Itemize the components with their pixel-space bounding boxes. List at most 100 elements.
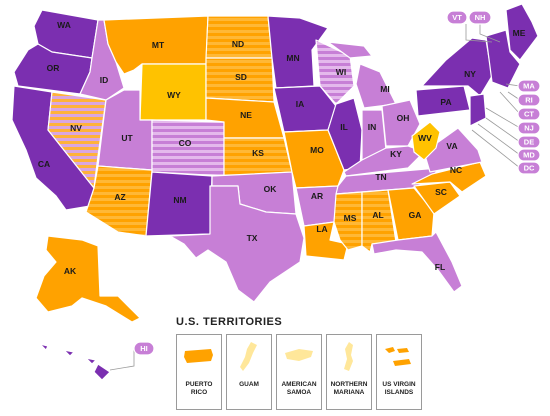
pill-nh[interactable]: [468, 10, 492, 25]
pill-ri[interactable]: [517, 93, 541, 107]
label-wa: WA: [57, 20, 71, 30]
state-nj-md: [469, 93, 487, 127]
label-nc: NC: [450, 165, 462, 175]
territory-card-puerto-rico[interactable]: PUERTO RICO: [176, 334, 222, 410]
territories-title: U.S. TERRITORIES: [176, 316, 283, 328]
state-wv[interactable]: [411, 121, 441, 161]
leader-vt: [465, 24, 493, 43]
label-il: IL: [340, 122, 348, 132]
leader-ct: [499, 91, 521, 115]
label-nd: ND: [232, 39, 244, 49]
label-oh: OH: [397, 113, 410, 123]
label-mt: MT: [152, 40, 165, 50]
leader-de: [485, 117, 521, 143]
territory-name-line1: PUERTO: [185, 381, 213, 388]
pill-md-label: MD: [523, 151, 535, 160]
state-tx[interactable]: [169, 185, 305, 303]
state-ne-block: [485, 29, 521, 89]
american-samoa-icon: [285, 349, 313, 361]
territory-name-line1: GUAM: [239, 381, 259, 388]
territory-name-line2: ISLANDS: [384, 389, 414, 396]
state-sc[interactable]: [413, 181, 461, 215]
label-ky: KY: [390, 149, 402, 159]
territory-name-line1: AMERICAN: [281, 381, 317, 388]
state-fl[interactable]: [371, 231, 463, 293]
label-ga: GA: [409, 210, 422, 220]
pill-vt-label: VT: [452, 13, 462, 22]
state-ga[interactable]: [387, 187, 435, 241]
label-mo: MO: [310, 145, 324, 155]
label-ia: IA: [296, 99, 305, 109]
pill-nj-label: NJ: [524, 124, 534, 133]
territory-card-guam[interactable]: GUAM: [226, 334, 272, 410]
state-mi[interactable]: [355, 63, 397, 109]
label-mi: MI: [380, 84, 389, 94]
us-virgin-islands-icon: [385, 347, 411, 366]
pill-vt[interactable]: [446, 10, 468, 25]
label-fl: FL: [435, 262, 445, 272]
label-ar: AR: [311, 191, 323, 201]
label-ca: CA: [38, 159, 50, 169]
territory-card-american-samoa[interactable]: AMERICAN SAMOA: [276, 334, 322, 410]
state-co[interactable]: [151, 119, 225, 177]
label-me: ME: [513, 28, 526, 38]
label-wy: WY: [167, 90, 181, 100]
label-tx: TX: [247, 233, 258, 243]
leader-hi: [109, 350, 135, 371]
state-az[interactable]: [85, 165, 153, 237]
pill-ri-label: RI: [525, 96, 533, 105]
label-ny: NY: [464, 69, 476, 79]
state-mi-up: [327, 41, 373, 59]
territory-card-northern-mariana[interactable]: NORTHERN MARIANA: [326, 334, 372, 410]
state-nc[interactable]: [411, 161, 487, 193]
pill-hi[interactable]: [133, 341, 155, 356]
label-co: CO: [179, 138, 192, 148]
label-wi: WI: [336, 67, 346, 77]
northern-mariana-icon: [344, 342, 353, 371]
territory-name-line2: RICO: [190, 389, 208, 396]
label-in: IN: [368, 122, 377, 132]
pill-de[interactable]: [517, 135, 541, 149]
label-ms: MS: [344, 213, 357, 223]
territory-name-line2: SAMOA: [286, 389, 312, 396]
label-id: ID: [100, 75, 109, 85]
pill-dc-label: DC: [524, 164, 535, 173]
leader-nj: [485, 107, 521, 129]
label-nv: NV: [70, 123, 82, 133]
label-al: AL: [372, 210, 383, 220]
state-me[interactable]: [505, 3, 539, 61]
territory-name-line1: NORTHERN: [330, 381, 368, 388]
label-mn: MN: [286, 53, 299, 63]
label-ak: AK: [64, 266, 77, 276]
state-ak[interactable]: [35, 235, 141, 323]
pill-hi-label: HI: [140, 344, 148, 353]
label-az: AZ: [114, 192, 125, 202]
puerto-rico-icon: [184, 349, 213, 363]
state-va[interactable]: [423, 127, 483, 173]
state-mn[interactable]: [267, 15, 329, 89]
label-nm: NM: [173, 195, 186, 205]
label-pa: PA: [440, 97, 451, 107]
label-ne: NE: [240, 110, 252, 120]
territory-card-us-virgin-islands[interactable]: US VIRGIN ISLANDS: [376, 334, 422, 410]
pill-nj[interactable]: [517, 121, 541, 135]
guam-icon: [240, 342, 257, 371]
pill-ma[interactable]: [517, 79, 541, 93]
state-hi[interactable]: [39, 343, 111, 381]
leader-dc: [471, 129, 521, 169]
label-sc: SC: [435, 187, 447, 197]
state-nv[interactable]: [47, 91, 107, 189]
label-wv: WV: [418, 133, 432, 143]
label-or: OR: [47, 63, 60, 73]
label-la: LA: [316, 224, 327, 234]
label-ut: UT: [121, 133, 133, 143]
pill-ma-label: MA: [523, 82, 535, 91]
pill-md[interactable]: [517, 148, 541, 162]
label-ok: OK: [264, 184, 278, 194]
label-sd: SD: [235, 72, 247, 82]
state-nd[interactable]: [205, 15, 273, 59]
pill-dc[interactable]: [517, 161, 541, 175]
pill-nh-label: NH: [475, 13, 486, 22]
pill-ct[interactable]: [517, 107, 541, 121]
